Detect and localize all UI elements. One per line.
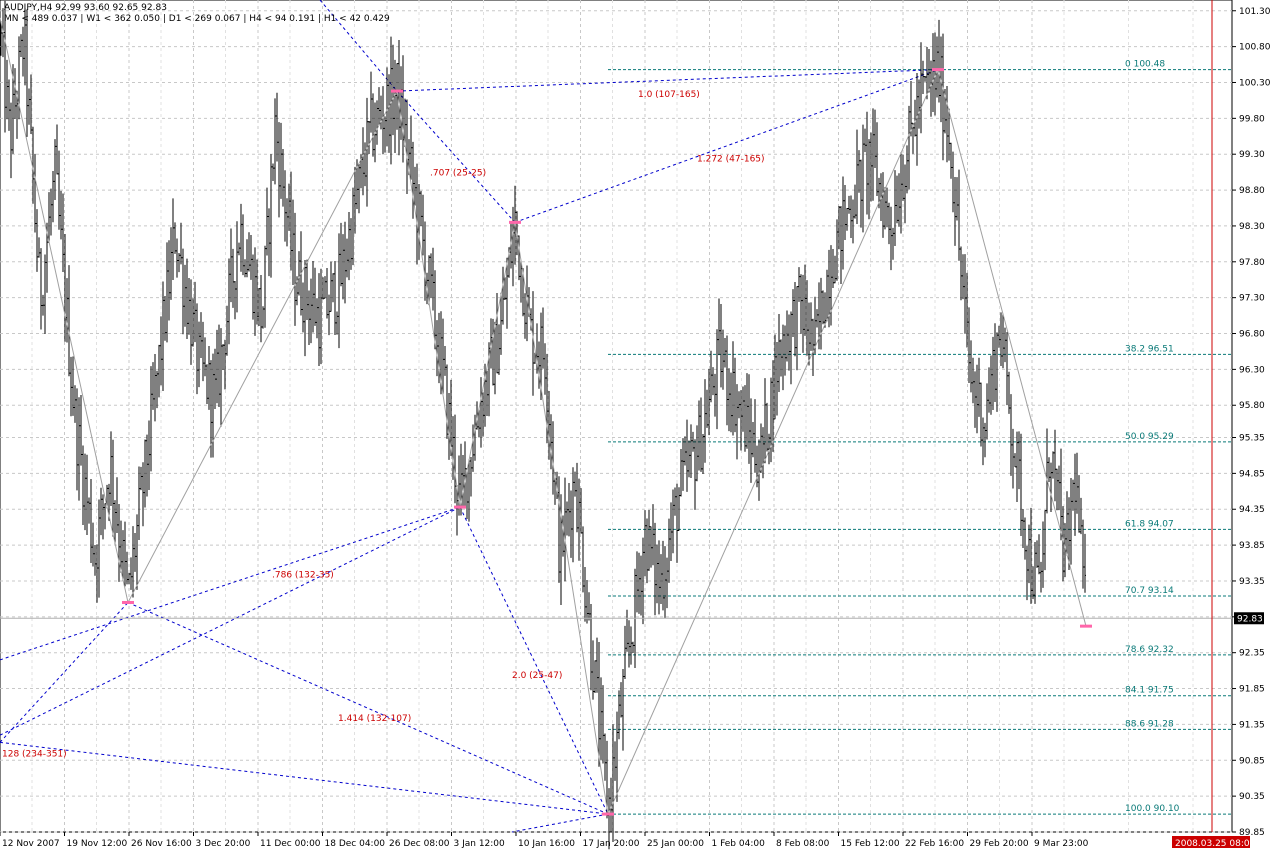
y-tick-label: 93.35 (1239, 577, 1265, 587)
x-tick-label: 3 Jan 12:00 (454, 839, 506, 849)
y-tick-label: 101.30 (1239, 7, 1271, 17)
x-tick-label: 26 Dec 08:00 (389, 839, 450, 849)
x-tick-label: 11 Dec 00:00 (260, 839, 321, 849)
harmonic-line (514, 69, 939, 223)
y-tick-label: 98.80 (1239, 186, 1265, 196)
fib-label: 50.0 95.29 (1125, 432, 1174, 442)
plot-frame (0, 0, 1233, 833)
grid-layer (0, 0, 1233, 833)
y-tick-label: 94.35 (1239, 505, 1265, 515)
x-tick-label: 26 Nov 16:00 (131, 839, 192, 849)
y-tick-label: 100.30 (1239, 78, 1271, 88)
zigzag (0, 17, 1087, 816)
x-tick-label: 12 Nov 2007 (2, 839, 60, 849)
x-tick-label: 17 Jan 20:00 (583, 839, 640, 849)
ratio-label: 2.0 (25-47) (512, 671, 562, 681)
symbol-line: AUDJPY,H4 92.99 93.60 92.65 92.83 (4, 3, 167, 13)
y-tick-label: 91.35 (1239, 720, 1265, 730)
x-tick-label: 29 Feb 20:00 (970, 839, 1029, 849)
y-tick-label: 96.30 (1239, 365, 1265, 375)
y-tick-label: 95.80 (1239, 401, 1265, 411)
fib-label: 38.2 96.51 (1125, 344, 1174, 354)
current-price-label: 92.83 (1237, 614, 1263, 624)
harmonic-line (0, 506, 461, 736)
harmonic-line (396, 69, 939, 92)
y-tick-label: 94.85 (1239, 469, 1265, 479)
x-tick-label: 9 Mar 23:00 (1034, 839, 1089, 849)
y-tick-label: 93.85 (1239, 541, 1265, 551)
y-tick-label: 91.85 (1239, 685, 1265, 695)
y-tick-label: 96.80 (1239, 330, 1265, 340)
current-price-box (1234, 612, 1264, 625)
fib-levels: 0 100.48 38.2 96.51 50.0 95.29 61.8 94.07 70… (608, 60, 1232, 815)
chart-header: AUDJPY,H4 92.99 93.60 92.65 92.83 MN < 4… (4, 3, 390, 24)
y-tick-label: 95.35 (1239, 434, 1265, 444)
ratio-label: .786 (132-35) (272, 570, 334, 580)
x-tick-label: 25 Jan 00:00 (647, 839, 704, 849)
harmonic-line (511, 813, 609, 833)
ratio-label: 1.414 (132-107) (338, 714, 411, 724)
y-tick-label: 97.80 (1239, 258, 1265, 268)
x-tick-label: 10 Jan 16:00 (518, 839, 575, 849)
y-tick-label: 90.35 (1239, 792, 1265, 802)
harmonic-line (319, 0, 398, 92)
current-date-label: 2008.03.25 08:00 (1175, 839, 1256, 849)
harmonic-line (459, 506, 609, 815)
y-tick-label: 98.30 (1239, 222, 1265, 232)
y-tick-label: 100.80 (1239, 43, 1271, 53)
fib-label: 100.0 90.10 (1125, 804, 1180, 814)
pivot-marks (122, 68, 1092, 816)
fib-label: 78.6 92.32 (1125, 645, 1174, 655)
ratio-label: .707 (25-25) (430, 169, 486, 179)
y-tick-label: 99.30 (1239, 150, 1265, 160)
zigzag-line (0, 17, 1087, 816)
x-tick-label: 1 Feb 04:00 (712, 839, 766, 849)
y-tick-label: 92.35 (1239, 649, 1265, 659)
fib-label: 0 100.48 (1125, 60, 1165, 70)
y-tick-label: 97.30 (1239, 294, 1265, 304)
harmonic-line (0, 741, 609, 815)
x-tick-label: 3 Dec 20:00 (196, 839, 251, 849)
x-tick-label: 22 Feb 16:00 (905, 839, 964, 849)
x-tick-label: 18 Dec 04:00 (325, 839, 386, 849)
x-tick-label: 15 Feb 12:00 (841, 839, 900, 849)
harmonic-line (0, 602, 129, 743)
fib-label: 70.7 93.14 (1125, 586, 1174, 596)
ratio-label: 1.272 (47-165) (697, 154, 765, 164)
candles (0, 0, 1086, 850)
timeframe-line: MN < 489 0.037 | W1 < 362 0.050 | D1 < 2… (4, 14, 390, 24)
harmonic-line (0, 506, 461, 661)
x-tick-label: 8 Feb 08:00 (776, 839, 830, 849)
y-tick-label: 90.85 (1239, 756, 1265, 766)
fib-label: 88.6 91.28 (1125, 719, 1174, 729)
ratio-labels: 1.0 (107-165) 1.272 (47-165) .707 (25-25).… (2, 90, 765, 760)
fib-label: 84.1 91.75 (1125, 686, 1174, 696)
harmonic-lines (0, 0, 939, 833)
ratio-label: 128 (234-351) (2, 750, 67, 760)
current-date-box (1172, 836, 1250, 848)
y-tick-label: 99.80 (1239, 114, 1265, 124)
y-tick-label: 89.85 (1239, 828, 1265, 838)
x-tick-label: 19 Nov 12:00 (67, 839, 128, 849)
ratio-label: 1.0 (107-165) (638, 90, 700, 100)
fib-label: 61.8 94.07 (1125, 519, 1174, 529)
